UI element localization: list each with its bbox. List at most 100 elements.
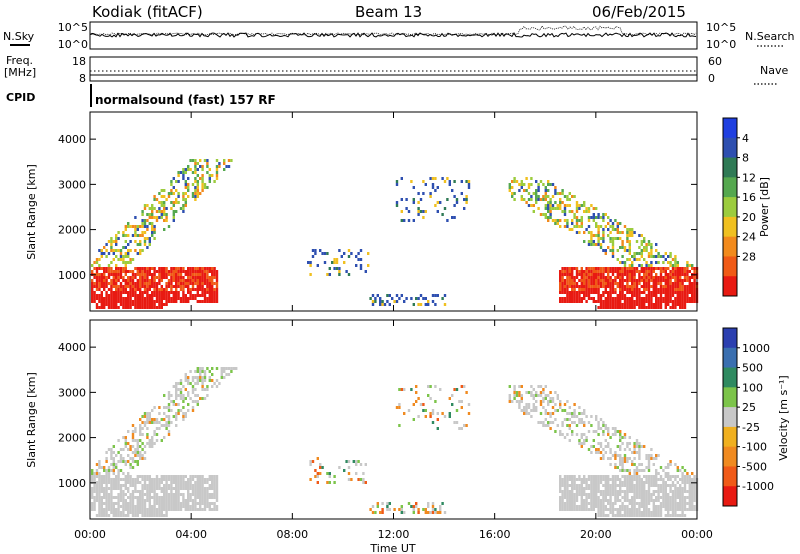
range-gate-cell (175, 189, 178, 192)
range-gate-cell (640, 270, 643, 273)
range-gate-cell (693, 288, 696, 291)
range-gate-cell (98, 285, 101, 288)
range-gate-cell (616, 249, 619, 252)
range-gate-cell (112, 511, 115, 514)
range-gate-cell (679, 276, 682, 279)
range-gate-cell (631, 297, 634, 300)
range-gate-cell (170, 297, 173, 300)
range-gate-cell (172, 279, 175, 282)
range-gate-cell (170, 207, 173, 210)
range-gate-cell (201, 475, 204, 478)
range-gate-cell (679, 493, 682, 496)
range-gate-cell (609, 436, 612, 439)
range-gate-cell (112, 451, 115, 454)
range-gate-cell (583, 424, 586, 427)
range-gate-cell (563, 496, 567, 499)
range-gate-cell (568, 502, 571, 505)
range-gate-cell (136, 475, 139, 478)
range-gate-cell (208, 379, 211, 382)
range-gate-cell (103, 300, 106, 303)
range-gate-cell (232, 367, 235, 370)
range-gate-cell (191, 502, 195, 505)
range-gate-cell (607, 490, 610, 493)
range-gate-cell (314, 249, 317, 252)
range-gate-cell (655, 297, 658, 300)
range-gate-cell (93, 282, 96, 285)
range-gate-cell (583, 276, 586, 279)
range-gate-cell (602, 511, 605, 514)
range-gate-cell (436, 418, 439, 421)
range-gate-cell (619, 511, 622, 514)
range-gate-cell (355, 460, 358, 463)
range-gate-cell (583, 282, 586, 285)
range-gate-cell (196, 267, 199, 270)
range-gate-cell (467, 403, 471, 406)
range-gate-cell (585, 499, 588, 502)
range-gate-cell (148, 415, 151, 418)
range-gate-cell (115, 249, 118, 252)
range-gate-cell (441, 177, 444, 180)
range-gate-cell (347, 472, 351, 475)
range-gate-cell (602, 424, 605, 427)
range-gate-cell (669, 291, 672, 294)
range-gate-cell (650, 481, 653, 484)
range-gate-cell (640, 276, 643, 279)
range-gate-cell (590, 204, 593, 207)
range-gate-cell (659, 294, 663, 297)
range-gate-cell (191, 505, 195, 508)
range-gate-cell (203, 502, 207, 505)
range-gate-cell (575, 508, 579, 511)
range-gate-cell (631, 267, 634, 270)
range-gate-cell (609, 457, 612, 460)
range-gate-cell (674, 505, 677, 508)
range-gate-cell (119, 255, 123, 258)
range-gate-cell (679, 306, 682, 309)
range-gate-cell (203, 270, 207, 273)
range-gate-cell (544, 189, 547, 192)
range-gate-cell (333, 261, 336, 264)
range-gate-cell (655, 514, 658, 517)
range-gate-cell (443, 415, 447, 418)
range-gate-cell (568, 493, 571, 496)
range-gate-cell (643, 469, 646, 472)
range-gate-cell (172, 216, 175, 219)
range-gate-cell (650, 493, 653, 496)
range-gate-cell (638, 511, 641, 514)
range-gate-cell (580, 478, 583, 481)
range-gate-cell (98, 496, 101, 499)
range-gate-cell (91, 285, 94, 288)
range-gate-cell (664, 297, 667, 300)
range-gate-cell (98, 282, 101, 285)
range-gate-cell (643, 511, 646, 514)
range-gate-cell (640, 279, 643, 282)
range-gate-cell (563, 282, 567, 285)
range-gate-cell (110, 463, 113, 466)
range-gate-cell (187, 168, 190, 171)
range-gate-cell (141, 475, 144, 478)
range-gate-cell (580, 273, 583, 276)
range-gate-cell (146, 225, 149, 228)
range-gate-cell (652, 514, 655, 517)
range-gate-cell (182, 412, 185, 415)
range-gate-cell (199, 490, 202, 493)
range-gate-cell (530, 204, 533, 207)
range-gate-cell (686, 285, 689, 288)
range-gate-cell (139, 303, 142, 306)
range-gate-cell (645, 466, 648, 469)
range-gate-cell (592, 297, 595, 300)
range-gate-cell (167, 294, 171, 297)
range-gate-cell (619, 436, 622, 439)
range-gate-cell (573, 496, 576, 499)
range-gate-cell (563, 207, 567, 210)
range-gate-cell (170, 270, 173, 273)
range-gate-cell (643, 288, 646, 291)
range-gate-cell (674, 508, 677, 511)
range-gate-cell (194, 493, 197, 496)
range-gate-cell (115, 466, 118, 469)
range-gate-cell (357, 460, 360, 463)
range-gate-cell (95, 279, 99, 282)
range-gate-cell (196, 496, 199, 499)
range-gate-cell (667, 276, 670, 279)
range-gate-cell (568, 499, 571, 502)
range-gate-cell (583, 279, 586, 282)
